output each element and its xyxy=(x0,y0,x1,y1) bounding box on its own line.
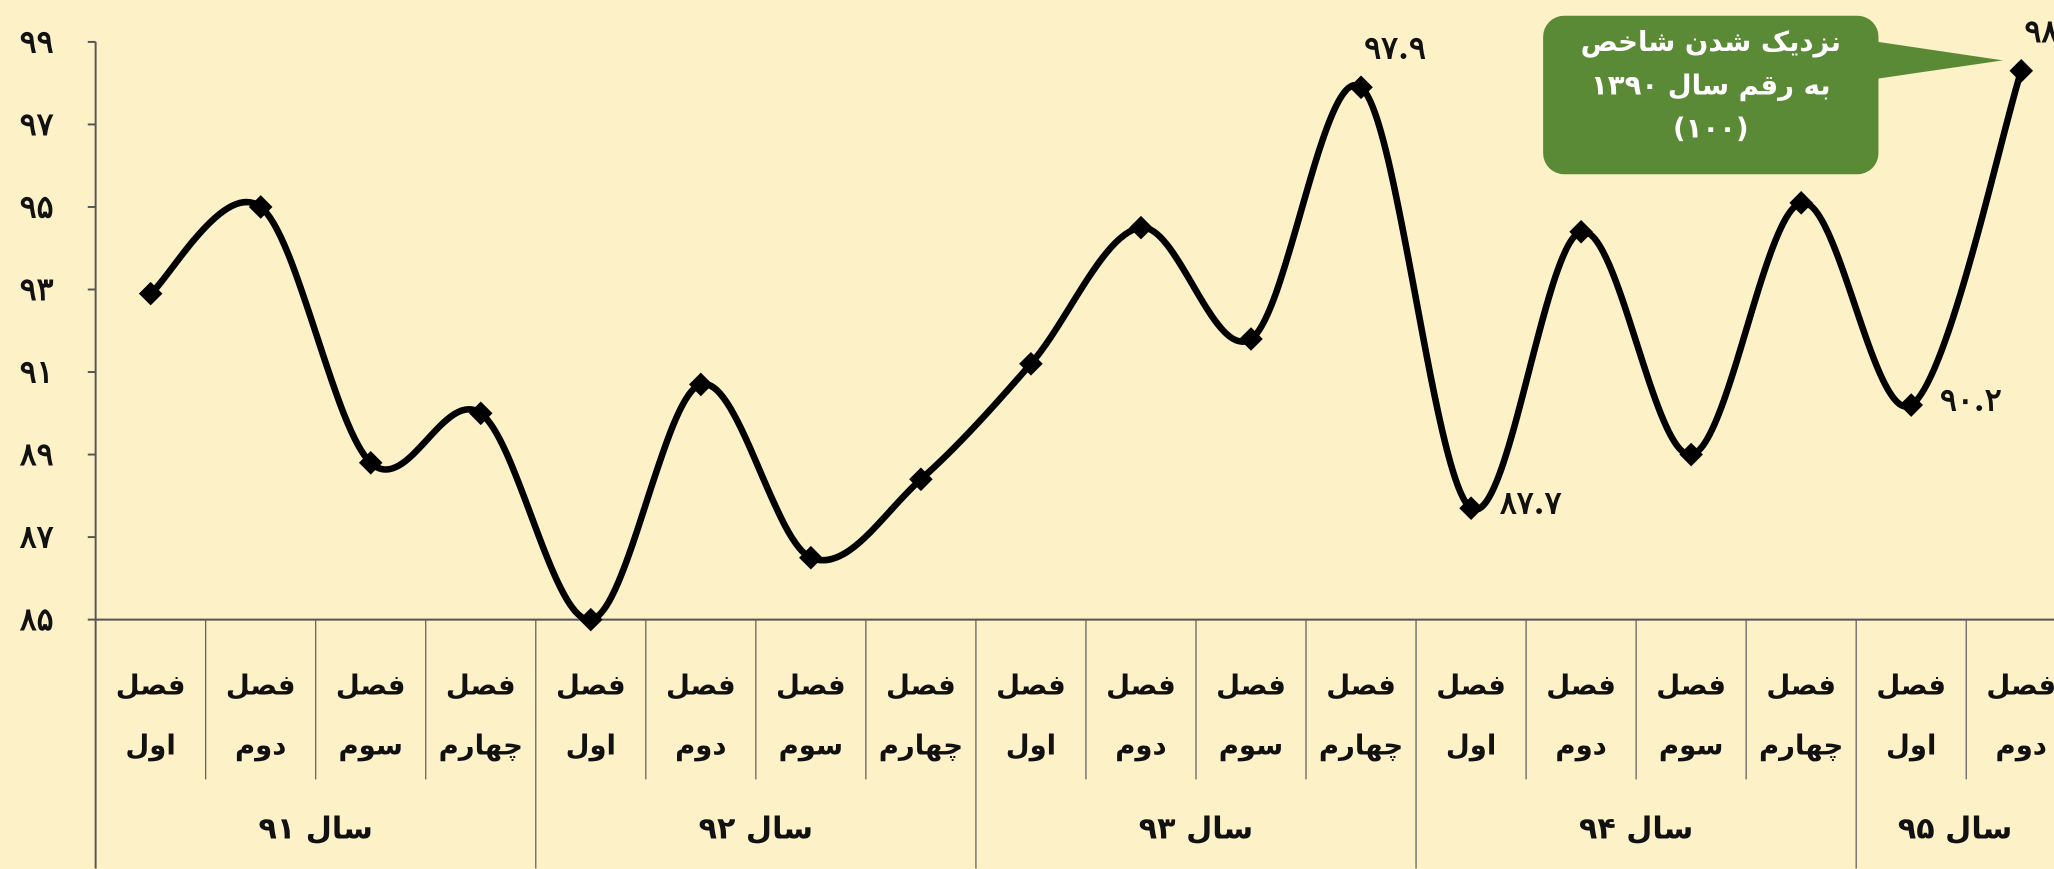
marker xyxy=(1019,351,1043,376)
x-tick-label-box: فصل سوم xyxy=(1196,655,1306,776)
value-label: ۹۰.۲ xyxy=(1940,381,2002,418)
x-tick-label-box: فصل دوم xyxy=(1086,655,1196,776)
marker xyxy=(1129,215,1153,240)
value-label: ۹۸.۳ xyxy=(2025,13,2054,50)
x-tick-label-box: فصل دوم xyxy=(1526,655,1636,776)
group-label: سال ۹۵ xyxy=(1897,812,2013,847)
y-tick-label: ۹۱ xyxy=(20,354,54,391)
marker xyxy=(578,607,603,632)
annotation-line: نزدیک شدن شاخص xyxy=(1580,26,1841,58)
marker xyxy=(909,467,933,492)
x-tick-label-box: فصل دوم xyxy=(646,655,756,776)
x-tick-label: فصل اول xyxy=(555,669,626,762)
y-tick-label: ۹۵ xyxy=(20,188,54,225)
callout-pointer xyxy=(1860,39,2003,82)
group-label: سال ۹۲ xyxy=(698,812,814,847)
x-tick-label: فصل چهارم xyxy=(1318,669,1404,762)
annotation-line: به رقم سال ۱۳۹۰ xyxy=(1590,69,1831,101)
x-tick-label: فصل سوم xyxy=(1216,669,1286,762)
marker xyxy=(138,281,163,306)
x-tick-label: فصل سوم xyxy=(1656,669,1726,762)
x-tick-label-box: فصل سوم xyxy=(316,655,426,776)
x-tick-label: فصل دوم xyxy=(1106,669,1176,762)
x-tick-label: فصل دوم xyxy=(665,669,736,762)
x-tick-label: فصل چهارم xyxy=(878,669,964,762)
marker xyxy=(1899,393,1924,417)
value-label: ۸۷.۷ xyxy=(1500,484,1562,521)
x-tick-label-box: فصل اول xyxy=(96,655,206,776)
y-tick-label: ۸۷ xyxy=(20,519,54,556)
y-tick-label: ۸۵ xyxy=(20,601,54,638)
annotation-line: (۱۰۰) xyxy=(1673,112,1749,145)
y-tick-label: ۸۹ xyxy=(20,436,54,473)
marker xyxy=(2009,59,2034,83)
x-tick-label-box: فصل دوم xyxy=(206,655,316,776)
marker xyxy=(1239,327,1263,351)
marker xyxy=(1569,219,1593,244)
x-tick-label-box: فصل سوم xyxy=(1636,655,1746,776)
annotation: نزدیک شدن شاخص به رقم سال ۱۳۹۰ (۱۰۰) xyxy=(1546,21,1876,151)
marker xyxy=(799,545,823,570)
x-tick-label-box: فصل اول xyxy=(976,655,1086,776)
group-label: سال ۹۳ xyxy=(1138,812,1254,847)
x-tick-label: فصل دوم xyxy=(1546,669,1616,762)
group-label: سال ۹۴ xyxy=(1578,812,1694,847)
marker xyxy=(1789,191,1813,215)
value-label: ۹۷.۹ xyxy=(1364,29,1426,66)
marker xyxy=(1459,496,1483,520)
x-tick-label: فصل سوم xyxy=(335,669,406,762)
x-tick-label: فصل اول xyxy=(115,669,186,762)
marker xyxy=(358,451,383,475)
x-tick-label-box: فصل چهارم xyxy=(1306,655,1416,776)
x-tick-label-box: فصل چهارم xyxy=(426,655,536,776)
y-tick-label: ۹۹ xyxy=(20,23,54,60)
x-tick-label: فصل اول xyxy=(1876,669,1947,762)
group-label: سال ۹۱ xyxy=(258,812,373,847)
callout xyxy=(1543,15,1879,175)
x-tick-label: فصل دوم xyxy=(225,669,296,762)
marker xyxy=(248,195,273,219)
x-tick-label-box: فصل اول xyxy=(1416,655,1526,776)
y-tick-label: ۹۷ xyxy=(20,106,54,143)
x-tick-label: فصل چهارم xyxy=(438,669,523,762)
x-tick-label: فصل اول xyxy=(1436,669,1506,762)
x-tick-label: فصل سوم xyxy=(776,669,846,762)
y-tick-label: ۹۳ xyxy=(20,271,54,308)
x-tick-label: فصل دوم xyxy=(1986,669,2054,762)
x-tick-label-box: فصل دوم xyxy=(1966,655,2054,776)
marker xyxy=(468,401,493,426)
marker xyxy=(1349,75,1373,100)
x-tick-label-box: فصل چهارم xyxy=(1746,655,1856,776)
x-tick-label: فصل اول xyxy=(996,669,1066,762)
x-tick-label-box: فصل چهارم xyxy=(866,655,976,776)
x-tick-label-box: فصل اول xyxy=(536,655,646,776)
x-tick-label-box: فصل اول xyxy=(1856,655,1966,776)
x-tick-label-box: فصل سوم xyxy=(756,655,866,776)
x-tick-label: فصل چهارم xyxy=(1759,669,1844,762)
marker xyxy=(689,372,713,397)
marker xyxy=(1679,442,1703,467)
